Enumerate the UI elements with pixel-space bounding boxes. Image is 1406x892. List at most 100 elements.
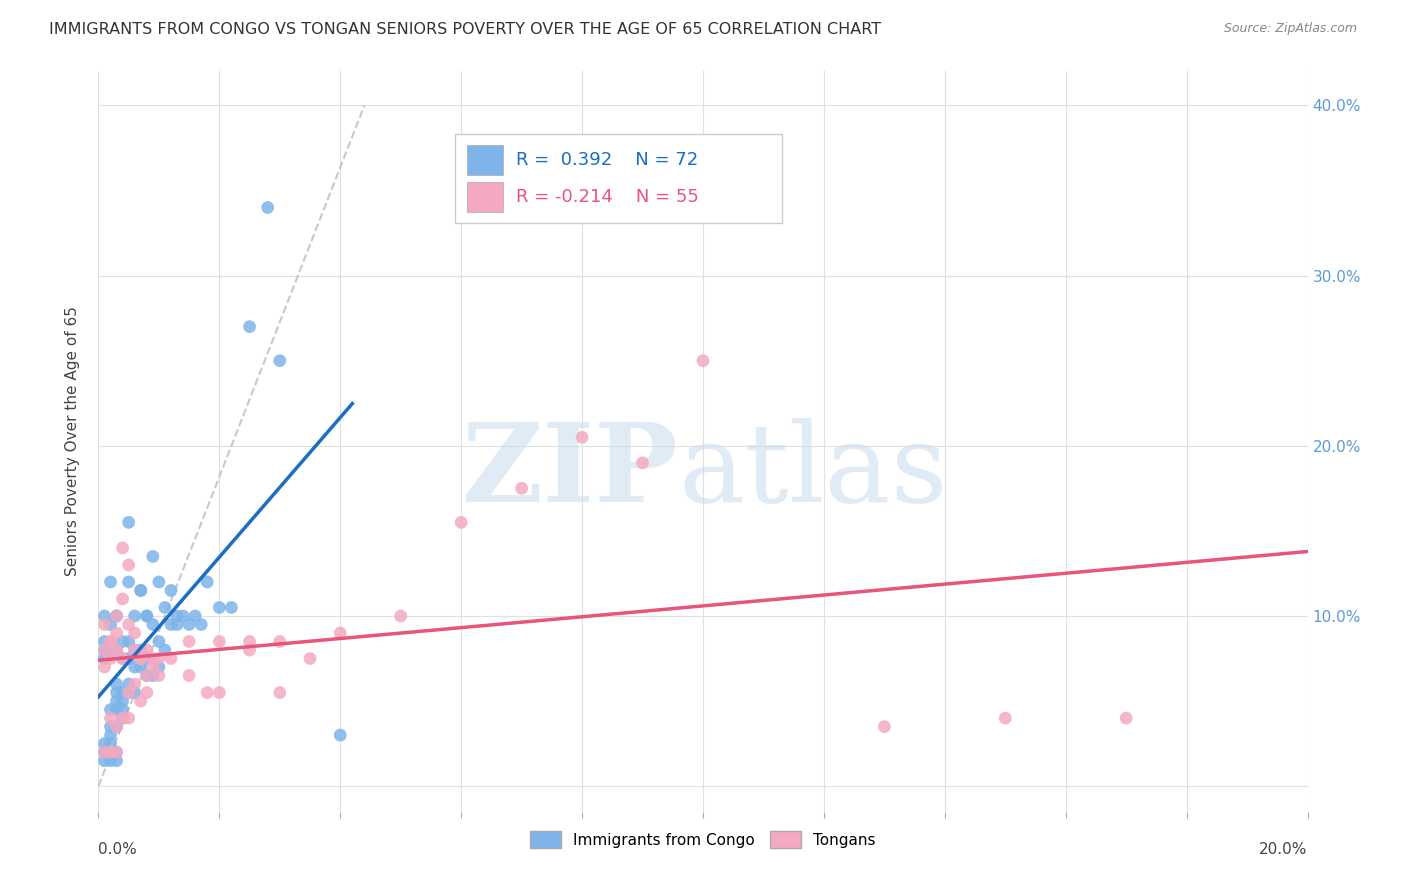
- Point: [105, 643, 128, 657]
- Point: [239, 634, 262, 648]
- Point: [105, 609, 128, 624]
- Text: IMMIGRANTS FROM CONGO VS TONGAN SENIORS POVERTY OVER THE AGE OF 65 CORRELATION C: IMMIGRANTS FROM CONGO VS TONGAN SENIORS …: [49, 22, 882, 37]
- Point: [208, 634, 231, 648]
- Point: [631, 456, 654, 470]
- Point: [100, 703, 122, 717]
- Point: [105, 609, 128, 624]
- Point: [118, 711, 141, 725]
- Point: [118, 617, 141, 632]
- Point: [129, 583, 152, 598]
- Point: [160, 583, 183, 598]
- Point: [111, 694, 134, 708]
- Bar: [456, 135, 782, 223]
- Point: [208, 600, 231, 615]
- Point: [100, 754, 122, 768]
- Point: [105, 609, 128, 624]
- Point: [994, 711, 1017, 725]
- Point: [153, 600, 176, 615]
- Point: [873, 720, 896, 734]
- Point: [166, 609, 188, 624]
- Point: [571, 430, 593, 444]
- Point: [129, 583, 152, 598]
- Point: [111, 711, 134, 725]
- Point: [105, 694, 128, 708]
- Point: [93, 737, 115, 751]
- Point: [111, 541, 134, 555]
- Point: [118, 634, 141, 648]
- Point: [111, 591, 134, 606]
- Point: [93, 609, 115, 624]
- Point: [124, 685, 146, 699]
- Point: [1115, 711, 1137, 725]
- Point: [111, 634, 134, 648]
- Point: [148, 660, 170, 674]
- Point: [124, 660, 146, 674]
- Point: [142, 617, 165, 632]
- Point: [208, 685, 231, 699]
- Point: [221, 600, 243, 615]
- Point: [329, 626, 352, 640]
- Point: [105, 754, 128, 768]
- Point: [100, 643, 122, 657]
- Point: [142, 549, 165, 564]
- Point: [93, 660, 115, 674]
- Point: [148, 668, 170, 682]
- Point: [118, 558, 141, 572]
- Point: [100, 745, 122, 759]
- Point: [111, 651, 134, 665]
- Point: [105, 643, 128, 657]
- Point: [256, 201, 278, 215]
- Point: [135, 609, 157, 624]
- Point: [118, 685, 141, 699]
- Point: [142, 668, 165, 682]
- Text: ZIP: ZIP: [463, 417, 679, 524]
- Point: [269, 353, 291, 368]
- Point: [100, 728, 122, 742]
- Point: [329, 728, 352, 742]
- Point: [129, 651, 152, 665]
- Point: [93, 651, 115, 665]
- Point: [124, 643, 146, 657]
- Point: [195, 685, 218, 699]
- Point: [124, 626, 146, 640]
- Point: [172, 609, 194, 624]
- Point: [105, 677, 128, 691]
- Point: [100, 617, 122, 632]
- Point: [100, 651, 122, 665]
- Point: [105, 745, 128, 759]
- Point: [450, 516, 472, 530]
- Point: [179, 668, 201, 682]
- Point: [195, 574, 218, 589]
- Point: [118, 677, 141, 691]
- Point: [129, 660, 152, 674]
- Point: [111, 703, 134, 717]
- Text: Source: ZipAtlas.com: Source: ZipAtlas.com: [1223, 22, 1357, 36]
- Point: [129, 643, 152, 657]
- Point: [93, 634, 115, 648]
- Point: [124, 677, 146, 691]
- Point: [118, 574, 141, 589]
- Legend: Immigrants from Congo, Tongans: Immigrants from Congo, Tongans: [523, 823, 883, 856]
- Point: [93, 754, 115, 768]
- Point: [269, 685, 291, 699]
- Point: [100, 634, 122, 648]
- Point: [148, 634, 170, 648]
- Point: [299, 651, 322, 665]
- Point: [105, 745, 128, 759]
- Point: [179, 617, 201, 632]
- Point: [93, 745, 115, 759]
- Point: [239, 319, 262, 334]
- Point: [129, 694, 152, 708]
- Point: [93, 643, 115, 657]
- Point: [148, 574, 170, 589]
- Point: [135, 643, 157, 657]
- Point: [100, 711, 122, 725]
- Point: [105, 685, 128, 699]
- Point: [692, 353, 714, 368]
- Point: [389, 609, 412, 624]
- Point: [93, 745, 115, 759]
- Point: [124, 609, 146, 624]
- Point: [135, 651, 157, 665]
- Point: [166, 617, 188, 632]
- Point: [269, 634, 291, 648]
